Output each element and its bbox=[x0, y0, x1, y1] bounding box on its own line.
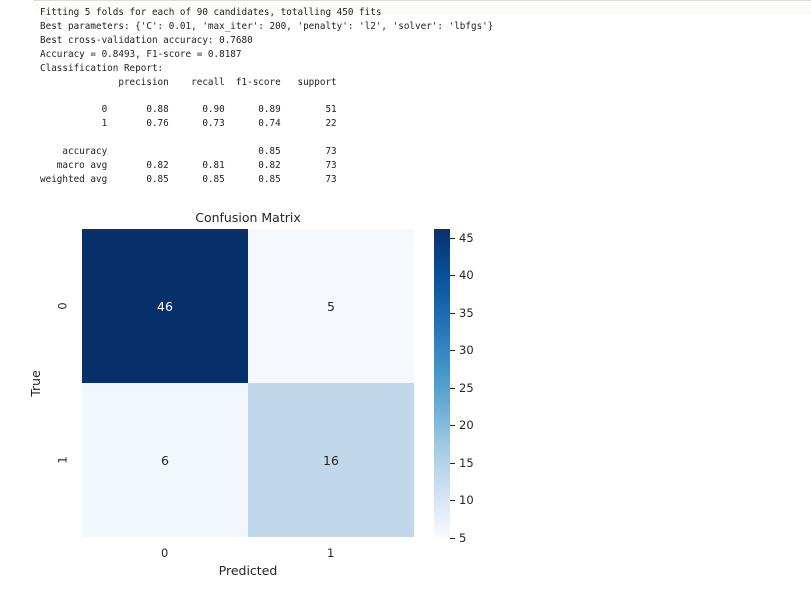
output-line: Accuracy = 0.8493, F1-score = 0.8187 bbox=[40, 48, 242, 60]
output-line: Fitting 5 folds for each of 90 candidate… bbox=[40, 7, 382, 18]
colorbar-tick-label: 40 bbox=[459, 268, 474, 282]
report-row-accuracy: accuracy 0.85 73 bbox=[40, 146, 337, 158]
report-header: precision recall f1-score support bbox=[40, 76, 337, 88]
cell-value: 16 bbox=[323, 452, 339, 468]
colorbar-tick-label: 20 bbox=[459, 418, 474, 432]
output-blank bbox=[40, 89, 493, 103]
heatmap-cell-0-0: 46 bbox=[82, 229, 248, 383]
colorbar bbox=[434, 229, 450, 537]
chart-title: Confusion Matrix bbox=[195, 210, 301, 225]
colorbar-tick-label: 15 bbox=[459, 456, 474, 470]
x-axis-label: Predicted bbox=[218, 563, 278, 578]
report-row-macro-avg: macro avg 0.82 0.81 0.82 73 bbox=[40, 159, 337, 171]
x-tick-label: 1 bbox=[327, 546, 335, 560]
report-row-0: 0 0.88 0.90 0.89 51 bbox=[40, 104, 337, 116]
output-line: Best cross-validation accuracy: 0.7680 bbox=[40, 34, 253, 46]
x-tick-label: 0 bbox=[161, 546, 169, 560]
cell-output-band bbox=[33, 1, 811, 15]
output-blank bbox=[40, 131, 493, 145]
output-line: Classification Report: bbox=[40, 62, 164, 74]
colorbar-tick-label: 25 bbox=[459, 381, 474, 395]
y-axis-label: True bbox=[27, 370, 43, 397]
cell-text-output: Fitting 5 folds for each of 90 candidate… bbox=[40, 6, 493, 187]
y-tick-label: 1 bbox=[55, 456, 70, 464]
heatmap-cell-1-1: 16 bbox=[248, 383, 414, 537]
y-tick-label: 0 bbox=[55, 302, 70, 310]
heatmap-cell-1-0: 6 bbox=[82, 383, 248, 537]
output-line: Best parameters: {'C': 0.01, 'max_iter':… bbox=[40, 20, 494, 32]
heatmap-cell-0-1: 5 bbox=[248, 229, 414, 383]
cell-value: 5 bbox=[327, 298, 335, 314]
cell-value: 46 bbox=[157, 298, 173, 314]
colorbar-tick-label: 45 bbox=[459, 231, 474, 245]
colorbar-tick-label: 35 bbox=[459, 306, 474, 320]
colorbar-tick-label: 5 bbox=[459, 531, 467, 545]
report-row-weighted-avg: weighted avg 0.85 0.85 0.85 73 bbox=[40, 173, 337, 185]
report-row-1: 1 0.76 0.73 0.74 22 bbox=[40, 118, 337, 130]
colorbar-tick-label: 30 bbox=[459, 343, 474, 357]
colorbar-tick-label: 10 bbox=[459, 493, 474, 507]
cell-value: 6 bbox=[161, 452, 169, 468]
cell-top-border bbox=[33, 0, 811, 1]
